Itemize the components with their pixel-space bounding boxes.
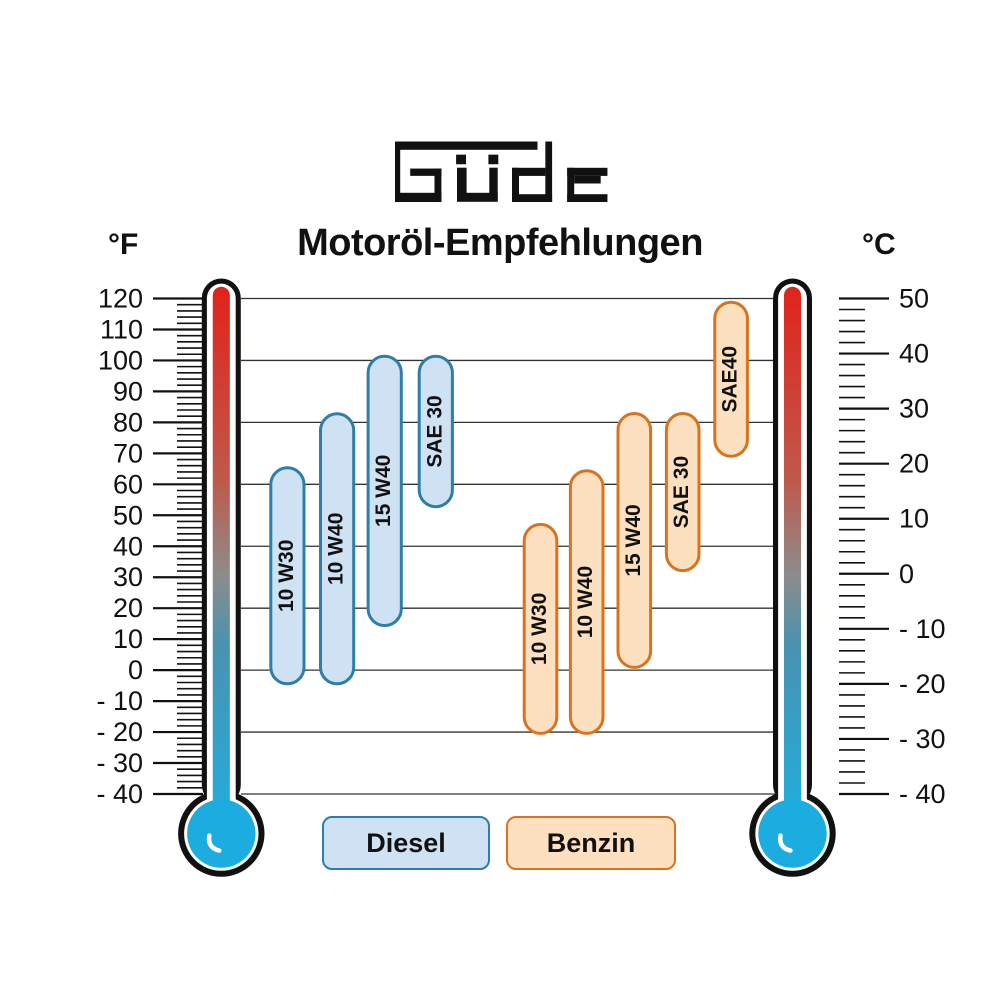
svg-text:- 20: - 20 [899, 669, 946, 699]
svg-text:10 W40: 10 W40 [574, 566, 597, 638]
svg-text:SAE 30: SAE 30 [670, 456, 693, 528]
svg-text:50: 50 [113, 500, 143, 530]
svg-text:- 10: - 10 [899, 614, 946, 644]
svg-text:90: 90 [113, 376, 143, 406]
svg-text:15 W40: 15 W40 [372, 455, 395, 527]
svg-text:80: 80 [113, 407, 143, 437]
svg-text:50: 50 [899, 284, 929, 314]
svg-text:15 W40: 15 W40 [622, 504, 645, 576]
svg-text:- 20: - 20 [96, 717, 143, 747]
svg-text:10 W30: 10 W30 [528, 593, 551, 665]
svg-text:SAE 30: SAE 30 [423, 395, 446, 467]
svg-text:30: 30 [113, 562, 143, 592]
svg-text:70: 70 [113, 438, 143, 468]
svg-text:- 30: - 30 [899, 724, 946, 754]
svg-text:40: 40 [113, 531, 143, 561]
svg-text:20: 20 [113, 593, 143, 623]
svg-text:- 10: - 10 [96, 686, 143, 716]
svg-text:110: 110 [100, 314, 143, 344]
svg-text:0: 0 [128, 655, 143, 685]
svg-text:30: 30 [899, 394, 929, 424]
svg-text:60: 60 [113, 469, 143, 499]
svg-text:10: 10 [113, 624, 143, 654]
svg-text:10 W40: 10 W40 [325, 513, 348, 585]
svg-text:20: 20 [899, 449, 929, 479]
svg-text:- 40: - 40 [96, 779, 143, 809]
svg-text:100: 100 [98, 345, 143, 375]
svg-text:- 30: - 30 [96, 748, 143, 778]
svg-text:- 40: - 40 [899, 779, 946, 809]
svg-text:0: 0 [899, 559, 914, 589]
svg-text:120: 120 [98, 284, 143, 314]
svg-text:SAE40: SAE40 [719, 346, 742, 413]
svg-text:10: 10 [899, 504, 929, 534]
svg-text:40: 40 [899, 339, 929, 369]
svg-text:10 W30: 10 W30 [275, 540, 298, 612]
